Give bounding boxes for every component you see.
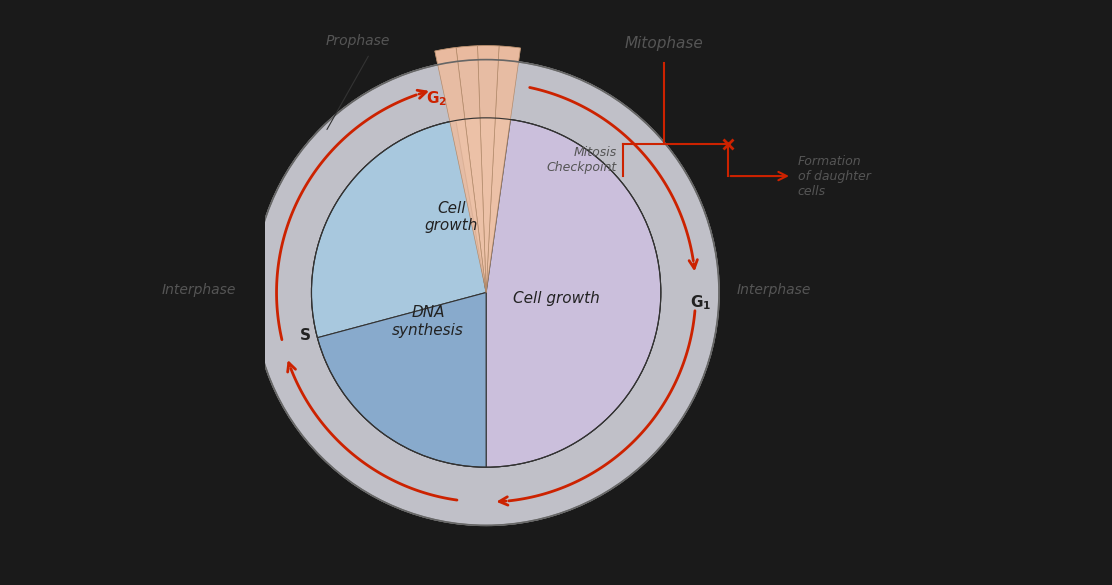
Text: Cell growth: Cell growth: [513, 291, 599, 306]
Text: Cell
growth: Cell growth: [425, 201, 478, 233]
Wedge shape: [317, 292, 486, 467]
Wedge shape: [486, 119, 661, 467]
Wedge shape: [486, 46, 520, 292]
Text: Prophase: Prophase: [326, 34, 390, 48]
Wedge shape: [456, 46, 486, 292]
Circle shape: [311, 118, 661, 467]
Wedge shape: [435, 47, 486, 292]
Wedge shape: [435, 47, 486, 292]
Circle shape: [254, 60, 719, 525]
Wedge shape: [311, 121, 486, 338]
Wedge shape: [477, 46, 499, 292]
Text: DNA
synthesis: DNA synthesis: [391, 305, 464, 338]
Text: $\mathbf{G_1}$: $\mathbf{G_1}$: [689, 294, 711, 312]
Wedge shape: [456, 46, 486, 292]
Text: Mitosis
Checkpoint: Mitosis Checkpoint: [547, 146, 617, 174]
Circle shape: [254, 60, 719, 525]
Wedge shape: [477, 46, 499, 292]
Wedge shape: [311, 121, 486, 338]
Text: $\mathbf{G_2}$: $\mathbf{G_2}$: [426, 89, 447, 108]
Wedge shape: [486, 46, 520, 292]
Circle shape: [311, 118, 661, 467]
Text: Interphase: Interphase: [736, 283, 811, 297]
Text: Mitophase: Mitophase: [624, 36, 703, 51]
Text: $\mathbf{S}$: $\mathbf{S}$: [298, 327, 310, 343]
Text: Interphase: Interphase: [161, 283, 236, 297]
Wedge shape: [317, 292, 486, 467]
Text: Formation
of daughter
cells: Formation of daughter cells: [797, 154, 871, 198]
Wedge shape: [486, 119, 661, 467]
